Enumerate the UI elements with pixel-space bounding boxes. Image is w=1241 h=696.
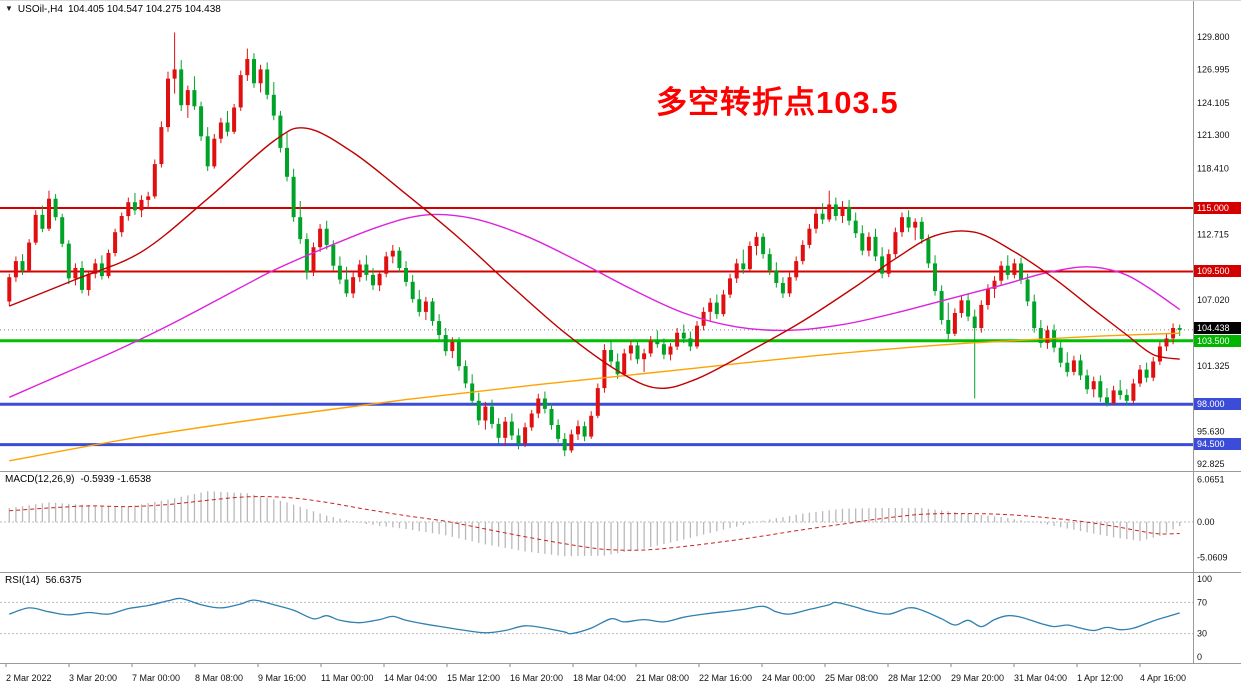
ohlc-values: 104.405 104.547 104.275 104.438 bbox=[67, 4, 221, 15]
price-level-badge-109-5: 109.500 bbox=[1194, 265, 1241, 277]
candles-layer bbox=[7, 32, 1182, 457]
rsi-axis-labels-text: 0 bbox=[1197, 652, 1202, 662]
price-axis-labels-text: 118.410 bbox=[1197, 164, 1229, 174]
time-axis-labels-text: 18 Mar 04:00 bbox=[573, 673, 626, 683]
time-axis-labels-text: 16 Mar 20:00 bbox=[510, 673, 563, 683]
annotation-text: 多空转折点103.5 bbox=[656, 85, 899, 120]
time-axis-labels: 2 Mar 2022 3 Mar 20:00 7 Mar 00:00 8 Mar 08… bbox=[5, 664, 1186, 683]
price-axis-labels: 129.800 126.995 124.105 121.300 118.410 112.7… bbox=[1197, 32, 1230, 469]
ma-slow-orange-line bbox=[9, 332, 1180, 462]
macd-indicator-label: MACD(12,26,9) bbox=[5, 474, 75, 485]
price-axis-labels-text: 95.630 bbox=[1197, 427, 1225, 437]
pane-separators bbox=[0, 1, 1241, 664]
time-axis-labels-text: 4 Apr 16:00 bbox=[1140, 673, 1186, 683]
macd-axis-labels-text: -5.0609 bbox=[1197, 552, 1228, 562]
macd-indicator-values: -0.5939 -1.6538 bbox=[80, 474, 152, 485]
rsi-indicator-label-row: RSI(14) 56.6375 bbox=[5, 575, 82, 586]
time-axis-labels-text: 25 Mar 08:00 bbox=[825, 673, 878, 683]
time-axis-labels-text: 9 Mar 16:00 bbox=[258, 673, 306, 683]
rsi-levels bbox=[0, 601, 1193, 635]
time-axis-labels-text: 21 Mar 08:00 bbox=[636, 673, 689, 683]
macd-histogram bbox=[8, 491, 1181, 557]
rsi-axis-labels: 100 70 30 0 bbox=[1197, 574, 1212, 662]
price-level-badge-94-5: 94.500 bbox=[1194, 438, 1241, 450]
time-axis-labels-text: 14 Mar 04:00 bbox=[384, 673, 437, 683]
price-axis-labels-text: 112.715 bbox=[1197, 229, 1229, 239]
rsi-indicator-value: 56.6375 bbox=[45, 575, 82, 586]
rsi-indicator-label: RSI(14) bbox=[5, 575, 40, 586]
time-axis-labels-text: 7 Mar 00:00 bbox=[132, 673, 180, 683]
time-axis-labels-text: 29 Mar 20:00 bbox=[951, 673, 1004, 683]
time-axis-labels-text: 15 Mar 12:00 bbox=[447, 673, 500, 683]
time-axis-labels-text: 3 Mar 20:00 bbox=[69, 673, 117, 683]
macd-indicator-label-row: MACD(12,26,9) -0.5939 -1.6538 bbox=[5, 474, 151, 485]
time-axis-labels-text: 1 Apr 12:00 bbox=[1077, 673, 1123, 683]
price-axis-labels-text: 101.325 bbox=[1197, 361, 1230, 371]
rsi-axis-labels-text: 70 bbox=[1197, 597, 1207, 607]
macd-axis-labels-text: 0.00 bbox=[1197, 517, 1215, 527]
symbol-dropdown-icon[interactable]: ▼ bbox=[5, 4, 13, 13]
price-level-badge-103-5: 103.500 bbox=[1194, 335, 1241, 347]
rsi-axis-labels-text: 30 bbox=[1197, 629, 1207, 639]
chart-header: ▼ USOil-,H4 104.405 104.547 104.275 104.… bbox=[5, 4, 221, 15]
ma-fast-red-line bbox=[9, 127, 1180, 390]
rsi-axis-labels-text: 100 bbox=[1197, 574, 1212, 584]
rsi-line bbox=[9, 597, 1180, 635]
price-axis-labels-text: 92.825 bbox=[1197, 459, 1225, 469]
current-price-badge: 104.438 bbox=[1194, 322, 1241, 334]
time-axis-labels-text: 22 Mar 16:00 bbox=[699, 673, 752, 683]
macd-signal-line bbox=[9, 496, 1180, 551]
macd-axis-labels: 6.0651 0.00 -5.0609 bbox=[1197, 475, 1228, 563]
macd-axis-labels-text: 6.0651 bbox=[1197, 475, 1225, 485]
time-axis-labels-text: 31 Mar 04:00 bbox=[1014, 673, 1067, 683]
price-axis-labels-text: 124.105 bbox=[1197, 98, 1230, 108]
price-axis-labels-text: 107.020 bbox=[1197, 295, 1230, 305]
price-level-badge-98: 98.000 bbox=[1194, 398, 1241, 410]
time-axis-labels-text: 24 Mar 00:00 bbox=[762, 673, 815, 683]
time-axis-labels-text: 11 Mar 00:00 bbox=[321, 673, 373, 683]
price-axis-labels-text: 129.800 bbox=[1197, 32, 1230, 42]
time-axis-labels-text: 8 Mar 08:00 bbox=[195, 673, 243, 683]
ma-mid-magenta-line bbox=[9, 213, 1181, 398]
price-axis-labels-text: 121.300 bbox=[1197, 130, 1230, 140]
price-level-badge-115: 115.000 bbox=[1194, 202, 1241, 214]
price-axis-labels-text: 126.995 bbox=[1197, 64, 1230, 74]
symbol-timeframe-label: USOil-,H4 bbox=[17, 4, 63, 15]
time-axis-labels-text: 28 Mar 12:00 bbox=[888, 673, 941, 683]
time-axis-labels-text: 2 Mar 2022 bbox=[6, 673, 52, 683]
